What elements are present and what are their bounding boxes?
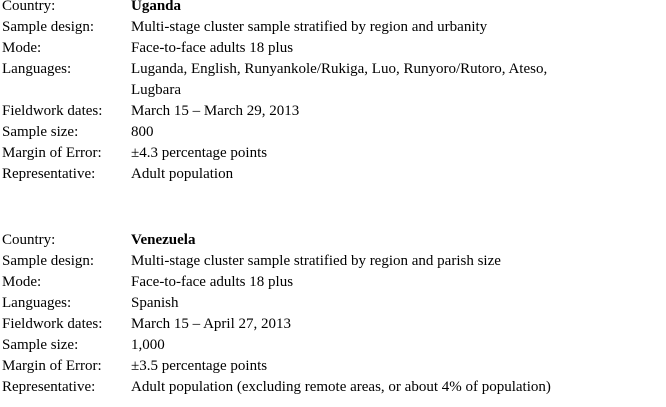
- field-label-sample-size: Sample size:: [2, 124, 79, 140]
- field-value-sample-design: Multi-stage cluster sample stratified by…: [131, 253, 501, 269]
- field-label-languages: Languages:: [2, 295, 72, 311]
- row-fieldwork-dates: Fieldwork dates: March 15 – March 29, 20…: [2, 101, 666, 122]
- field-label-sample-size: Sample size:: [2, 337, 79, 353]
- field-label-country: Country:: [2, 0, 56, 14]
- row-margin-of-error: Margin of Error: ±3.5 percentage points: [2, 356, 666, 377]
- row-margin-of-error: Margin of Error: ±4.3 percentage points: [2, 143, 666, 164]
- field-value-margin-of-error: ±4.3 percentage points: [131, 145, 268, 161]
- field-label-mode: Mode:: [2, 40, 42, 56]
- field-value-country: Venezuela: [131, 232, 196, 248]
- field-label-languages: Languages:: [2, 61, 72, 77]
- field-label-country: Country:: [2, 232, 56, 248]
- row-mode: Mode: Face-to-face adults 18 plus: [2, 272, 666, 293]
- field-label-sample-design: Sample design:: [2, 253, 95, 269]
- row-sample-design: Sample design: Multi-stage cluster sampl…: [2, 251, 666, 272]
- field-label-fieldwork-dates: Fieldwork dates:: [2, 103, 103, 119]
- field-value-sample-size: 800: [131, 124, 154, 140]
- country-profile-venezuela: Country: Venezuela Sample design: Multi-…: [2, 230, 666, 398]
- field-value-languages: Spanish: [131, 295, 179, 311]
- row-sample-size: Sample size: 800: [2, 122, 666, 143]
- row-languages: Languages: Spanish: [2, 293, 666, 314]
- field-value-languages: Luganda, English, Runyankole/Rukiga, Luo…: [131, 61, 548, 98]
- row-sample-design: Sample design: Multi-stage cluster sampl…: [2, 17, 666, 38]
- row-mode: Mode: Face-to-face adults 18 plus: [2, 38, 666, 59]
- field-value-sample-size: 1,000: [131, 337, 165, 353]
- field-value-mode: Face-to-face adults 18 plus: [131, 40, 294, 56]
- field-label-margin-of-error: Margin of Error:: [2, 358, 102, 374]
- row-languages: Languages: Luganda, English, Runyankole/…: [2, 59, 666, 101]
- field-value-fieldwork-dates: March 15 – April 27, 2013: [131, 316, 291, 332]
- field-label-sample-design: Sample design:: [2, 19, 95, 35]
- field-label-representative: Representative:: [2, 379, 96, 395]
- row-representative: Representative: Adult population (exclud…: [2, 377, 666, 398]
- row-fieldwork-dates: Fieldwork dates: March 15 – April 27, 20…: [2, 314, 666, 335]
- field-label-mode: Mode:: [2, 274, 42, 290]
- field-value-representative: Adult population (excluding remote areas…: [131, 379, 551, 395]
- field-value-margin-of-error: ±3.5 percentage points: [131, 358, 268, 374]
- row-country: Country: Venezuela: [2, 230, 666, 251]
- field-label-representative: Representative:: [2, 166, 96, 182]
- survey-methodology-page: Country: Uganda Sample design: Multi-sta…: [2, 0, 666, 398]
- field-value-fieldwork-dates: March 15 – March 29, 2013: [131, 103, 300, 119]
- field-value-mode: Face-to-face adults 18 plus: [131, 274, 294, 290]
- field-label-fieldwork-dates: Fieldwork dates:: [2, 316, 103, 332]
- country-profile-uganda: Country: Uganda Sample design: Multi-sta…: [2, 0, 666, 185]
- field-value-country: Uganda: [131, 0, 182, 14]
- field-value-sample-design: Multi-stage cluster sample stratified by…: [131, 19, 488, 35]
- row-sample-size: Sample size: 1,000: [2, 335, 666, 356]
- field-label-margin-of-error: Margin of Error:: [2, 145, 102, 161]
- row-representative: Representative: Adult population: [2, 164, 666, 185]
- row-country: Country: Uganda: [2, 0, 666, 17]
- field-value-representative: Adult population: [131, 166, 234, 182]
